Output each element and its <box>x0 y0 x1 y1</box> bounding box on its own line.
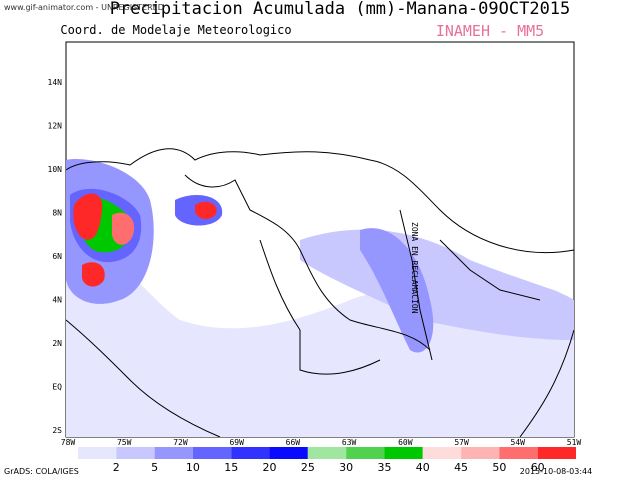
subtitle: Coord. de Modelaje Meteorologico <box>60 23 291 37</box>
lat-label: 12N <box>48 122 63 131</box>
colorbar-label: 40 <box>416 461 430 474</box>
colorbar-label: 20 <box>263 461 277 474</box>
colorbar-swatch <box>78 447 117 459</box>
border <box>259 239 381 375</box>
plot-area <box>65 41 575 438</box>
colorbar-label: 10 <box>186 461 200 474</box>
colorbar-swatch <box>499 447 538 459</box>
colorbar-swatch <box>346 447 385 459</box>
lon-label: 57W <box>454 438 469 447</box>
rain-area <box>112 212 135 245</box>
coastline <box>519 329 575 438</box>
timestamp: 2015-10-08-03:44 <box>520 467 592 476</box>
lat-label: EQ <box>52 383 62 392</box>
colorbar-swatch <box>461 447 500 459</box>
rain-area <box>195 201 217 220</box>
rain-area <box>360 228 434 353</box>
colorbar-swatch <box>154 447 193 459</box>
colorbar-label: 30 <box>339 461 353 474</box>
lat-label: 6N <box>52 252 62 261</box>
rain-area <box>73 193 103 240</box>
colorbar-swatch <box>269 447 308 459</box>
colorbar-swatch <box>116 447 155 459</box>
colorbar-swatch <box>537 447 576 459</box>
title: Precipitacion Acumulada (mm)-Manana-09OC… <box>110 0 571 19</box>
border <box>184 174 431 351</box>
colorbar-label: 25 <box>301 461 315 474</box>
colorbar-label: 45 <box>454 461 468 474</box>
lat-label: 10N <box>48 165 63 174</box>
lat-label: 2N <box>52 339 62 348</box>
lon-label: 51W <box>567 438 582 447</box>
zone-label: ZONA EN RECLAMACION <box>410 222 419 314</box>
lon-label: 75W <box>117 438 132 447</box>
rain-area <box>82 262 105 287</box>
lat-label: 2S <box>52 426 62 435</box>
colorbar-label: 5 <box>151 461 158 474</box>
colorbar-swatch <box>384 447 423 459</box>
lon-label: 60W <box>398 438 413 447</box>
colorbar-swatch <box>231 447 270 459</box>
colorbar-swatch <box>192 447 232 459</box>
lon-label: 63W <box>342 438 357 447</box>
border <box>65 319 221 438</box>
colorbar-label: 50 <box>492 461 506 474</box>
agency: INAMEH - MM5 <box>436 22 544 40</box>
colorbar-label: 2 <box>113 461 120 474</box>
colorbar-label: 35 <box>377 461 391 474</box>
colorbar-swatch <box>422 447 462 459</box>
lon-label: 66W <box>286 438 301 447</box>
colorbar-label: 60 <box>531 461 545 474</box>
lon-label: 54W <box>511 438 526 447</box>
software-credit: GrADS: COLA/IGES <box>4 467 79 476</box>
lon-label: 69W <box>229 438 244 447</box>
lat-label: 8N <box>52 209 62 218</box>
lon-label: 72W <box>173 438 188 447</box>
colorbar-swatch <box>307 447 347 459</box>
rain-area <box>66 240 574 437</box>
coastline <box>65 148 575 254</box>
lat-label: 14N <box>48 78 63 87</box>
lat-label: 4N <box>52 296 62 305</box>
colorbar-label: 15 <box>224 461 238 474</box>
watermark: www.gif-animator.com - UNREGISTERED <box>4 3 164 12</box>
border <box>399 209 541 361</box>
lon-label: 78W <box>61 438 76 447</box>
